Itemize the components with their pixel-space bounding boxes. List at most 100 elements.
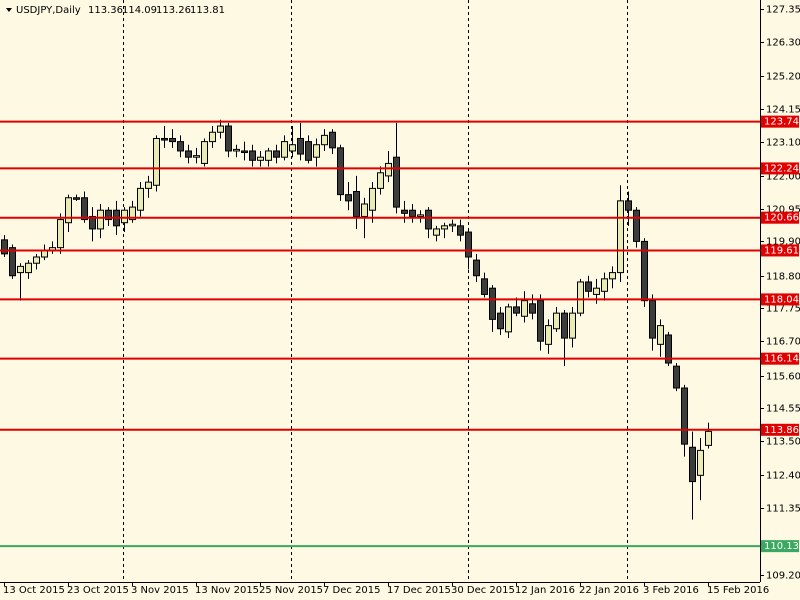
candle-body (273, 150, 280, 158)
candle-body (369, 187, 376, 211)
y-tick-label: 119.90 (766, 237, 800, 248)
candle-body (41, 250, 48, 258)
candle-body (649, 300, 656, 339)
header-value: 113.36 (88, 5, 123, 16)
candle-body (9, 247, 16, 277)
candle-body (553, 312, 560, 330)
y-tick-label: 114.55 (766, 404, 800, 415)
candle-body (585, 281, 592, 292)
candle-body (345, 194, 352, 202)
y-tick-label: 115.60 (766, 372, 800, 383)
level-label-box (761, 211, 799, 224)
header-value: 114.09 (122, 5, 157, 16)
candle-body (153, 137, 160, 186)
x-tick-label: 23 Oct 2015 (67, 585, 129, 596)
x-tick-label: 13 Nov 2015 (195, 585, 259, 596)
candle-body (593, 287, 600, 295)
candle-body (337, 147, 344, 196)
candle-body (641, 240, 648, 302)
candle-body (329, 131, 336, 149)
y-tick-label: 111.35 (766, 504, 800, 515)
candle-body (433, 228, 440, 236)
y-tick-label: 116.70 (766, 337, 800, 348)
candle-body (97, 209, 104, 230)
candle-body (177, 141, 184, 152)
candle-body (289, 144, 296, 152)
y-tick-label: 126.30 (766, 38, 800, 49)
candle-body (241, 150, 248, 154)
candle-body (633, 209, 640, 242)
candle-body (65, 197, 72, 224)
candle-body (361, 203, 368, 217)
separators (123, 0, 628, 582)
chart-title: USDJPY,Daily (16, 5, 81, 16)
y-tick-label: 113.50 (766, 437, 800, 448)
level-label: 110.13 (764, 541, 799, 552)
candle-body (217, 125, 224, 133)
candle-body (265, 150, 272, 161)
candle-body (705, 430, 712, 446)
candle-body (561, 312, 568, 339)
candle-body (1, 239, 8, 255)
level-label: 123.74 (764, 117, 799, 128)
candle-body (697, 449, 704, 476)
candle-body (393, 156, 400, 208)
candle-body (673, 365, 680, 389)
candle-body (377, 172, 384, 189)
candle-body (161, 137, 168, 141)
header-value: 113.26 (156, 5, 191, 16)
y-tick-label: 124.15 (766, 105, 800, 116)
candle-body (457, 225, 464, 236)
candle-body (425, 209, 432, 230)
candle-body (121, 209, 128, 224)
candle-body (529, 303, 536, 314)
candle-body (609, 272, 616, 280)
candle-body (449, 223, 456, 227)
candle-body (473, 259, 480, 277)
candle-body (417, 214, 424, 217)
level-label-box (761, 352, 799, 365)
candle-body (577, 281, 584, 314)
candle-body (521, 300, 528, 317)
level-label: 119.61 (764, 245, 799, 256)
candle-body (105, 209, 112, 221)
candle-body (281, 141, 288, 158)
candle-body (81, 197, 88, 221)
x-tick-label: 25 Nov 2015 (259, 585, 323, 596)
candle-body (657, 325, 664, 345)
candle-body (57, 219, 64, 249)
menu-arrow[interactable] (6, 8, 12, 12)
candle-body (169, 137, 176, 143)
x-tick-label: 12 Jan 2016 (515, 585, 575, 596)
candle-body (233, 148, 240, 152)
candle-body (129, 206, 136, 221)
candle-body (545, 325, 552, 345)
candle-body (617, 200, 624, 274)
candle-body (249, 150, 256, 161)
candle-body (569, 312, 576, 339)
candle-body (25, 262, 32, 274)
candle-body (185, 150, 192, 158)
candle-body (385, 162, 392, 177)
candle-body (497, 312, 504, 330)
y-tick-label: 120.95 (766, 205, 800, 216)
x-tick-label: 22 Jan 2016 (579, 585, 639, 596)
level-label: 120.66 (764, 213, 799, 224)
candle-body (465, 231, 472, 258)
candle-body (257, 156, 264, 161)
candle-body (73, 197, 80, 200)
level-label: 122.24 (764, 163, 799, 174)
candle-body (145, 181, 152, 189)
candle-body (513, 306, 520, 314)
candle-body (353, 191, 360, 217)
level-label-box (761, 540, 799, 553)
x-tick-label: 3 Nov 2015 (131, 585, 189, 596)
candle-body (313, 144, 320, 158)
candle-body (489, 287, 496, 320)
x-tick-label: 7 Dec 2015 (323, 585, 381, 596)
y-tick-label: 122.00 (766, 172, 800, 183)
y-tick-label: 109.20 (766, 571, 800, 582)
candle-body (137, 187, 144, 211)
candle-body (297, 137, 304, 155)
